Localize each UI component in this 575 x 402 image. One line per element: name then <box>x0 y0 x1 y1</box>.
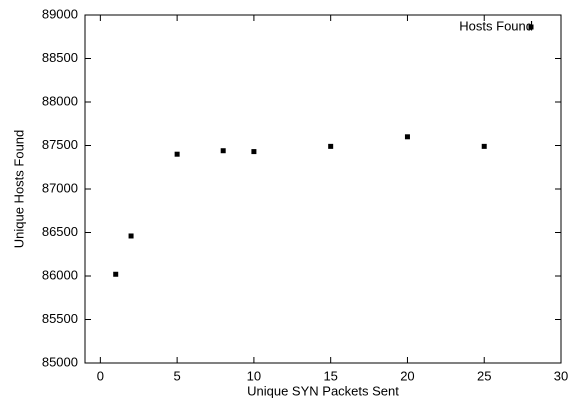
x-tick-label: 10 <box>247 368 261 383</box>
x-tick-label: 0 <box>97 368 104 383</box>
y-tick-label: 85500 <box>42 311 78 326</box>
x-tick-label: 20 <box>400 368 414 383</box>
point <box>328 143 334 149</box>
point <box>113 271 119 277</box>
plot-frame <box>84 14 562 364</box>
y-tick-label: 87500 <box>42 137 78 152</box>
legend-marker <box>528 24 534 30</box>
y-tick-label: 87000 <box>42 180 78 195</box>
x-tick-label: 30 <box>554 368 568 383</box>
legend-label: Hosts Found <box>459 18 533 33</box>
point <box>174 151 180 157</box>
y-tick-label: 85000 <box>42 354 78 369</box>
y-axis-label: Unique Hosts Found <box>11 130 26 249</box>
point <box>481 143 487 149</box>
y-tick-label: 88500 <box>42 50 78 65</box>
x-axis-label: Unique SYN Packets Sent <box>247 383 399 398</box>
y-tick-label: 89000 <box>42 6 78 21</box>
point <box>128 233 134 239</box>
point <box>220 148 226 154</box>
x-tick-label: 25 <box>477 368 491 383</box>
y-tick-label: 86500 <box>42 224 78 239</box>
point <box>404 134 410 140</box>
x-tick-label: 15 <box>323 368 337 383</box>
point <box>251 149 257 155</box>
y-tick-label: 88000 <box>42 93 78 108</box>
y-tick-label: 86000 <box>42 267 78 282</box>
x-tick-label: 5 <box>174 368 181 383</box>
